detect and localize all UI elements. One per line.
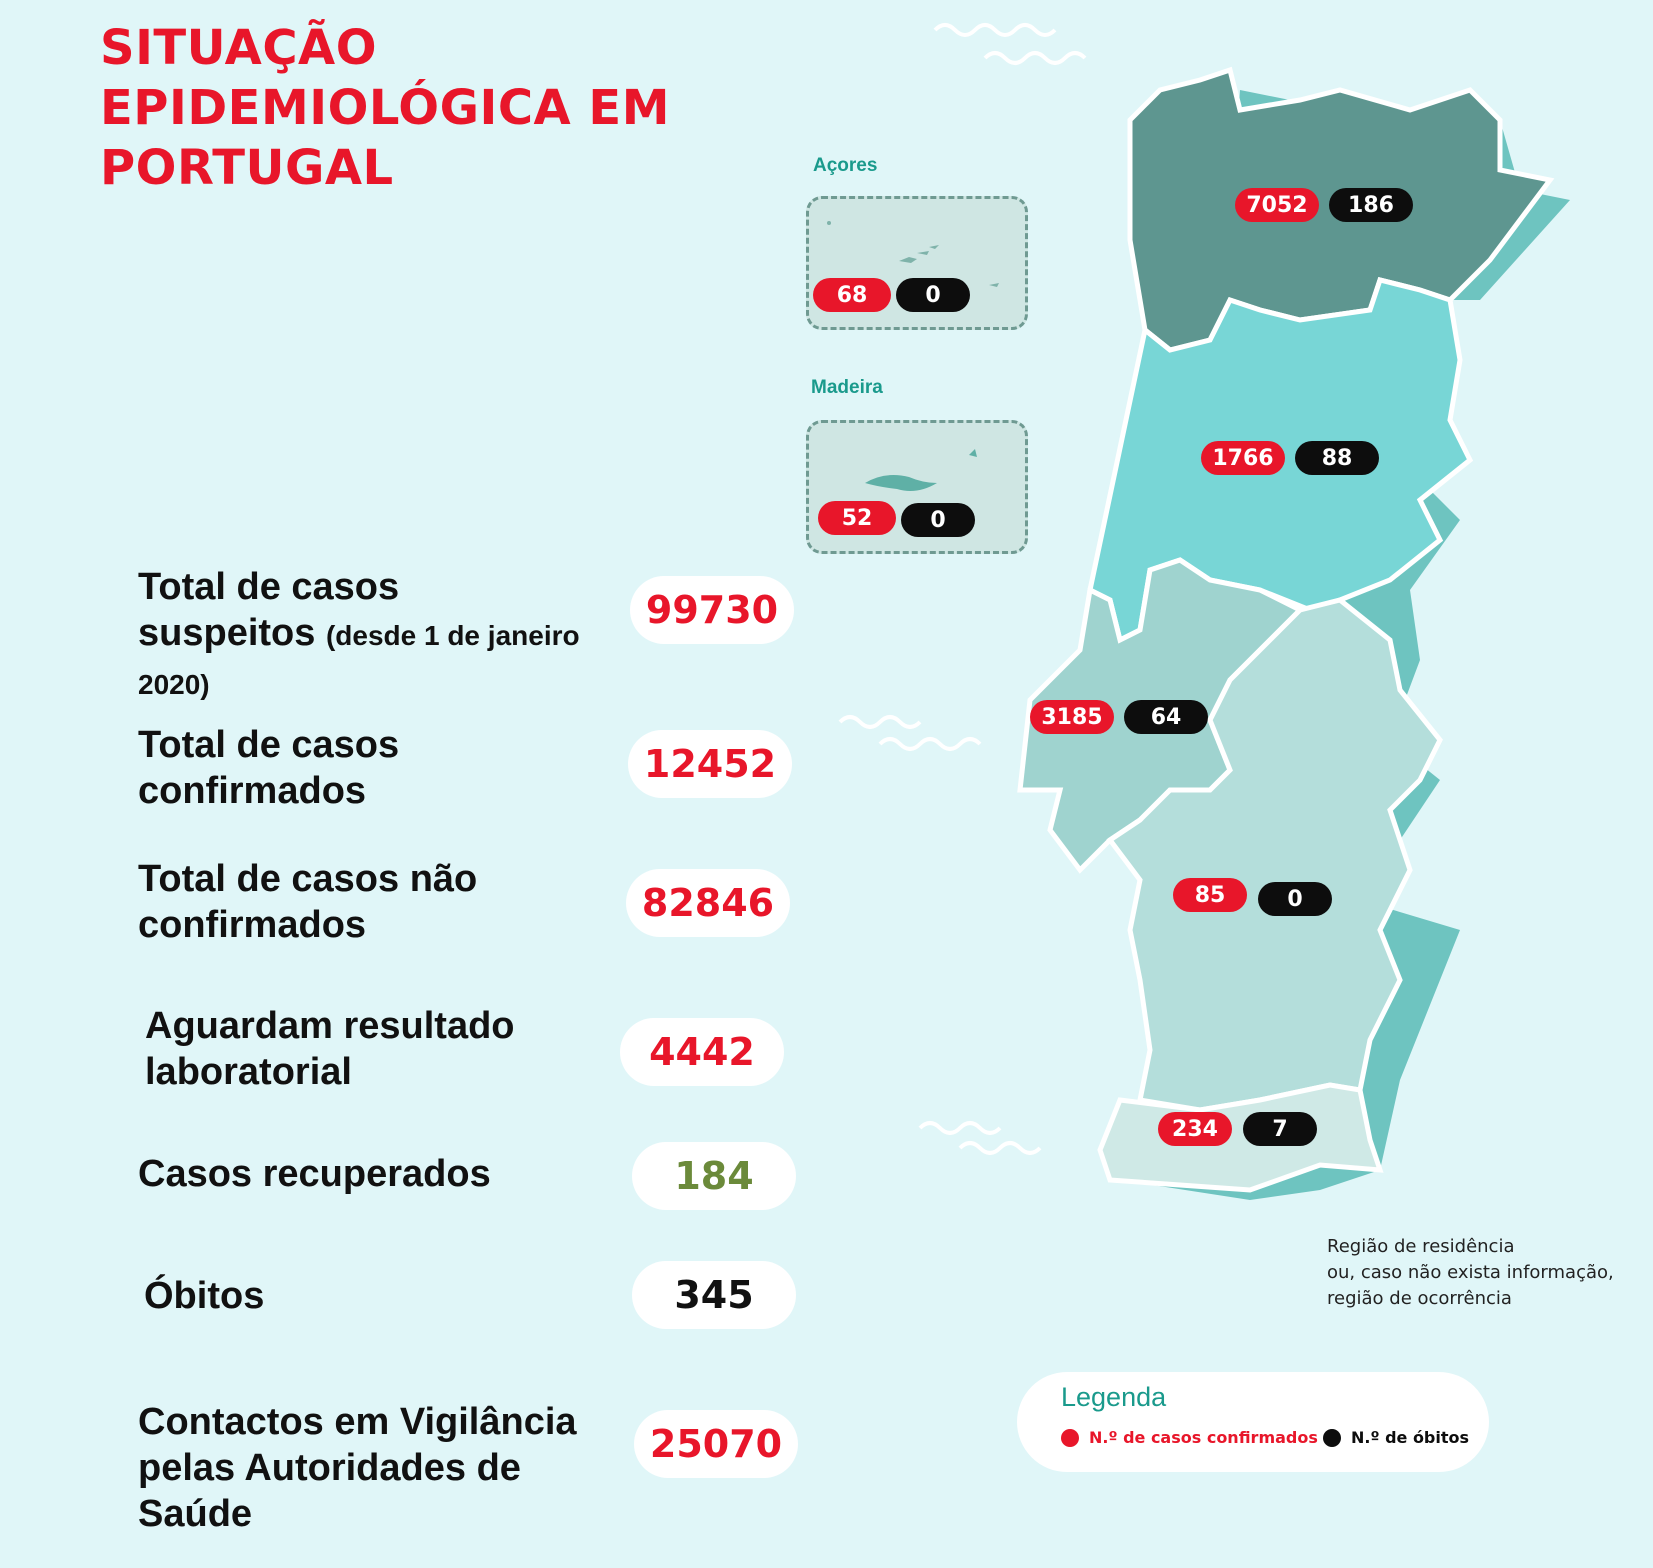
- centro-deaths-badge: 88: [1295, 441, 1379, 475]
- acores-deaths-badge: 0: [896, 278, 970, 312]
- norte-confirmed-badge: 7052: [1235, 188, 1319, 222]
- alentejo-deaths-badge: 0: [1258, 882, 1332, 916]
- title-line-2: EPIDEMIOLÓGICA EM: [100, 80, 670, 136]
- madeira-deaths-badge: 0: [901, 503, 975, 537]
- acores-confirmed-badge: 68: [813, 278, 891, 312]
- legend-deaths: N.º de óbitos: [1323, 1428, 1469, 1447]
- centro-confirmed-badge: 1766: [1201, 441, 1285, 475]
- alentejo-confirmed-badge: 85: [1173, 878, 1247, 912]
- legend: Legenda N.º de casos confirmados N.º de …: [1017, 1372, 1489, 1472]
- legend-deaths-dot: [1323, 1428, 1341, 1447]
- stat-contacts-value: 25070: [634, 1410, 798, 1478]
- stat-awaiting-value: 4442: [620, 1018, 784, 1086]
- stat-not-confirmed-label: Total de casos não confirmados: [138, 858, 478, 946]
- stat-deaths-value: 345: [632, 1261, 796, 1329]
- wave-decoration: [838, 23, 1087, 1155]
- legend-title: Legenda: [1061, 1382, 1167, 1412]
- stat-not-confirmed-value: 82846: [626, 869, 790, 937]
- legend-confirmed: N.º de casos confirmados: [1061, 1428, 1318, 1447]
- acores-islands: [827, 221, 999, 287]
- title-line-3: PORTUGAL: [100, 140, 394, 196]
- stat-confirmed-value: 12452: [628, 730, 792, 798]
- stat-awaiting-label: Aguardam resultado laboratorial: [145, 1005, 515, 1093]
- algarve-confirmed-badge: 234: [1158, 1112, 1232, 1146]
- page-title: SITUAÇÃO EPIDEMIOLÓGICA EM PORTUGAL: [100, 18, 670, 198]
- region-algarve[interactable]: [1097, 1082, 1384, 1193]
- madeira-confirmed-badge: 52: [818, 501, 896, 535]
- norte-deaths-badge: 186: [1329, 188, 1413, 222]
- stat-recovered-value: 184: [632, 1142, 796, 1210]
- lisboa-deaths-badge: 64: [1124, 700, 1208, 734]
- region-note: Região de residência ou, caso não exista…: [1327, 1236, 1614, 1309]
- stat-deaths-label: Óbitos: [144, 1275, 265, 1317]
- stat-suspected-label: Total de casos suspeitos (desde 1 de jan…: [138, 566, 580, 700]
- madeira-islands: [865, 449, 977, 491]
- lisboa-confirmed-badge: 3185: [1030, 700, 1114, 734]
- stat-suspected-value: 99730: [630, 576, 794, 644]
- legend-confirmed-dot: [1061, 1428, 1079, 1447]
- stat-confirmed-label: Total de casos confirmados: [138, 724, 400, 812]
- acores-label: Açores: [813, 155, 878, 176]
- stat-recovered-label: Casos recuperados: [138, 1153, 491, 1195]
- stat-contacts-label: Contactos em Vigilância pelas Autoridade…: [138, 1401, 577, 1535]
- algarve-deaths-badge: 7: [1243, 1112, 1317, 1146]
- title-line-1: SITUAÇÃO: [100, 20, 377, 76]
- madeira-label: Madeira: [811, 377, 883, 398]
